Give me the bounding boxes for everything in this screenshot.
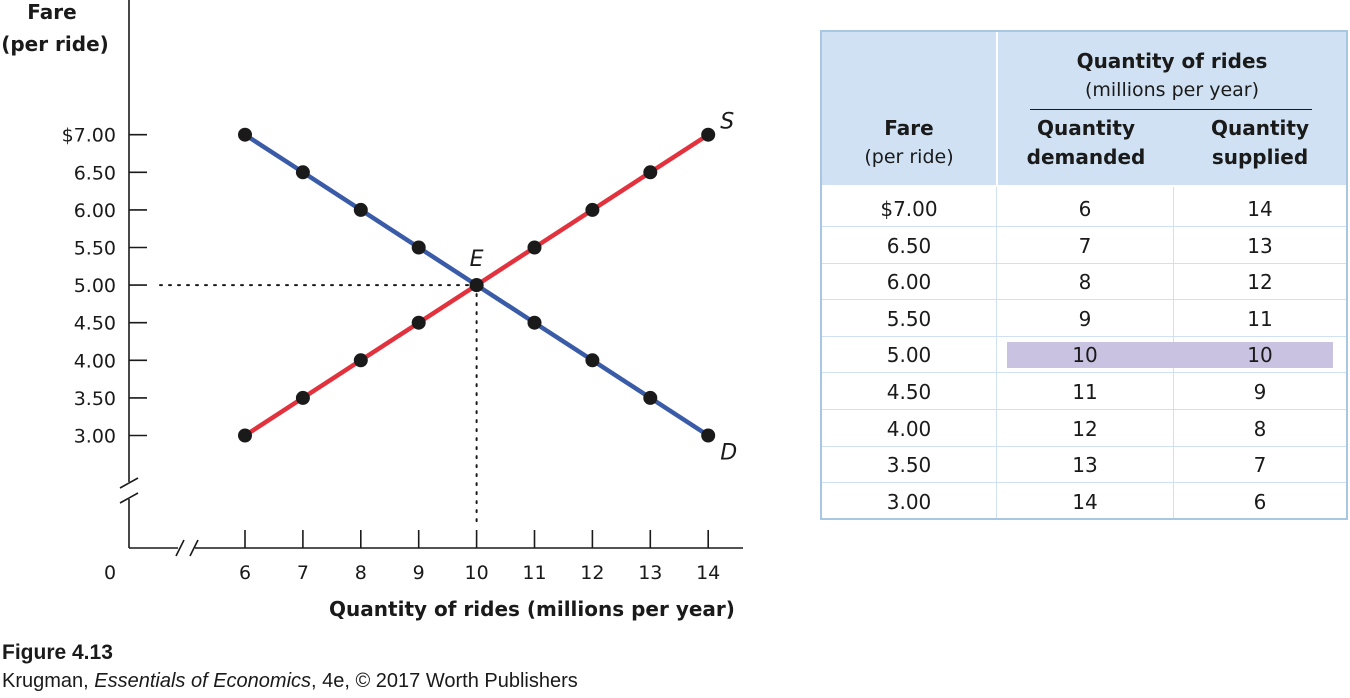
x-tick-label: 8 — [355, 562, 367, 584]
equilibrium-row-highlight — [1007, 342, 1333, 369]
data-points — [238, 127, 716, 443]
table-row: $7.00 6 14 — [822, 191, 1346, 227]
cell-quantity-supplied: 7 — [1253, 453, 1267, 478]
origin-label: 0 — [104, 562, 116, 584]
x-axis-title: Quantity of rides (millions per year) — [329, 597, 735, 621]
y-tick-label: 5.50 — [74, 238, 116, 260]
supply-point — [469, 278, 484, 293]
cell-quantity-demanded: 10 — [1072, 343, 1098, 368]
cell-fare: 4.50 — [886, 380, 932, 404]
y-axis-title: Fare — [27, 0, 76, 24]
curve-label-S: S — [720, 110, 734, 135]
cell-quantity-supplied: 11 — [1247, 306, 1273, 331]
table-row: 6.00 8 12 — [822, 264, 1346, 301]
x-tick-label: 6 — [239, 562, 251, 584]
cell-quantity-demanded: 7 — [1078, 233, 1092, 258]
cell-fare: 3.50 — [886, 453, 932, 478]
cell-quantity-supplied: 13 — [1247, 233, 1273, 258]
demand-point — [701, 428, 716, 443]
cell-quantity-demanded: 8 — [1078, 270, 1092, 295]
header-quantity-demanded: Quantity demanded — [1026, 116, 1146, 169]
cell-fare: 4.00 — [886, 416, 932, 441]
table-row: 4.00 12 8 — [822, 411, 1346, 447]
cell-fare: $7.00 — [880, 197, 938, 221]
cell-fare: 5.00 — [886, 343, 932, 368]
y-tick-label: 3.50 — [74, 388, 116, 410]
table-row: 6.50 7 13 — [822, 228, 1346, 264]
cell-quantity-supplied: 14 — [1247, 197, 1273, 221]
header-quantity-supplied: Quantity supplied — [1211, 116, 1309, 169]
demand-point — [585, 353, 600, 368]
table-row: 5.50 9 11 — [822, 301, 1346, 337]
cell-quantity-demanded: 9 — [1078, 306, 1092, 331]
table-row: 3.00 14 6 — [822, 484, 1346, 520]
x-tick-label: 10 — [465, 562, 489, 584]
x-tick-label: 14 — [696, 562, 720, 584]
demand-point — [643, 390, 658, 405]
cell-fare: 5.50 — [886, 306, 932, 331]
supply-point — [643, 165, 658, 180]
fare-quantity-table: Fare (per ride) Quantity of rides (milli… — [820, 30, 1348, 520]
x-tick-label: 9 — [413, 562, 425, 584]
supply-point — [527, 240, 542, 255]
header-fare: Fare (per ride) — [864, 116, 954, 168]
x-tick-label: 13 — [638, 562, 662, 584]
y-tick-label: 6.00 — [74, 200, 116, 222]
cell-quantity-demanded: 11 — [1072, 380, 1098, 404]
y-tick-label: 4.00 — [74, 350, 116, 372]
cell-fare: 6.00 — [886, 270, 932, 295]
supply-point — [353, 353, 368, 368]
cell-quantity-supplied: 8 — [1253, 416, 1267, 441]
figure-title: Figure 4.13 — [2, 641, 113, 664]
supply-demand-chart: $7.00 6.50 6.00 5.50 5.00 4.50 4.00 3.50 3.00 6 7 8… — [1, 0, 743, 621]
y-tick-label: 6.50 — [74, 162, 116, 184]
cell-quantity-supplied: 6 — [1253, 489, 1267, 514]
equilibrium-label: E — [470, 247, 484, 272]
x-tick-label: 12 — [580, 562, 604, 584]
axes: $7.00 6.50 6.00 5.50 5.00 4.50 4.00 3.50 3.00 6 7 8… — [62, 0, 743, 584]
group-header-rule — [1030, 109, 1312, 110]
supply-point — [411, 315, 426, 330]
cell-quantity-supplied: 10 — [1247, 343, 1273, 368]
x-tick-label: 7 — [297, 562, 309, 584]
chart-labels: Fare (per ride) Quantity of rides (million… — [1, 0, 737, 621]
y-axis-break-mark — [119, 492, 139, 504]
cell-quantity-demanded: 14 — [1072, 489, 1098, 514]
y-tick-label: $7.00 — [62, 125, 116, 147]
demand-point — [353, 202, 368, 217]
y-tick-label: 4.50 — [74, 313, 116, 335]
table-row: 3.50 13 7 — [822, 447, 1346, 484]
x-axis-break-mark — [175, 539, 185, 557]
cell-fare: 6.50 — [886, 233, 932, 258]
demand-point — [238, 127, 252, 142]
cell-quantity-supplied: 12 — [1247, 270, 1273, 295]
y-tick-label: 5.00 — [74, 275, 116, 297]
cell-quantity-demanded: 13 — [1072, 453, 1098, 478]
demand-point — [411, 240, 426, 255]
x-tick-label: 11 — [522, 562, 546, 584]
cell-fare: 3.00 — [886, 489, 932, 514]
y-axis-title-sub: (per ride) — [1, 32, 109, 56]
supply-point — [238, 428, 252, 443]
cell-quantity-supplied: 9 — [1253, 380, 1267, 404]
equilibrium-guides — [159, 284, 478, 529]
figure-caption: Figure 4.13 Krugman, Essentials of Econo… — [2, 640, 578, 696]
demand-point — [527, 315, 542, 330]
demand-point — [295, 165, 310, 180]
supply-point — [585, 202, 600, 217]
curve-label-D: D — [720, 441, 737, 466]
y-axis-break-mark — [119, 477, 139, 489]
supply-point — [295, 390, 310, 405]
table-header — [822, 32, 1346, 185]
cell-quantity-demanded: 12 — [1072, 416, 1098, 441]
x-axis-break-mark — [189, 539, 199, 557]
table-row: 5.00 10 10 — [822, 337, 1346, 374]
y-tick-label: 3.00 — [74, 426, 116, 448]
table-row: 4.50 11 9 — [822, 374, 1346, 410]
supply-point — [701, 127, 716, 142]
cell-quantity-demanded: 6 — [1078, 197, 1092, 221]
header-quantity-group: Quantity of rides (millions per year) — [1076, 49, 1268, 101]
figure-credit: Krugman, Essentials of Economics, 4e, © … — [2, 670, 578, 692]
